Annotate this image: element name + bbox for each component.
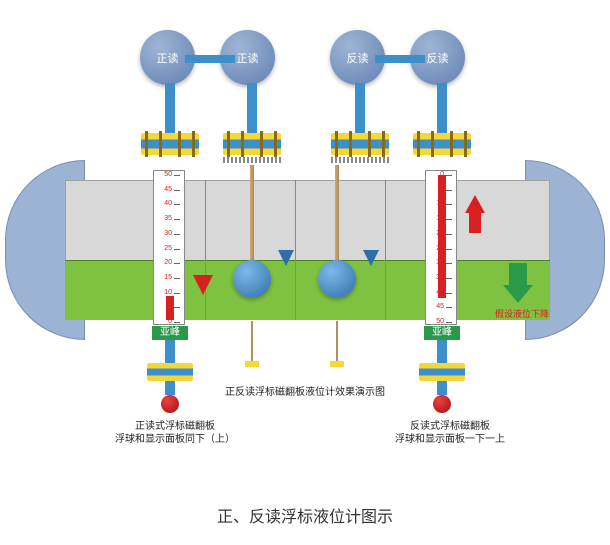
knob-connector <box>375 55 425 63</box>
rod-cap <box>330 361 344 367</box>
arrow-down-blue-icon <box>278 250 294 266</box>
flange <box>413 133 471 155</box>
pipe <box>165 381 175 395</box>
arrow-down-red-icon <box>193 275 213 295</box>
flange <box>147 363 193 381</box>
rod-tail <box>336 321 338 363</box>
flange <box>331 133 389 155</box>
arrow-down-green-icon <box>503 263 533 303</box>
hatch <box>223 157 281 163</box>
valve-icon <box>433 395 451 413</box>
float-rod <box>335 165 339 270</box>
level-gauge-diagram: 正读正读反读反读 50454035302520151050亚峰 05101520… <box>5 5 605 475</box>
pipe <box>247 83 257 135</box>
float-ball <box>318 260 356 298</box>
knob-connector <box>185 55 235 63</box>
flange <box>141 133 199 155</box>
main-title: 正、反读浮标液位计图示 <box>0 503 610 527</box>
rod-cap <box>245 361 259 367</box>
gauge-brand-label: 亚峰 <box>424 326 460 340</box>
caption-line: 浮球和显示面板同下（上） <box>115 433 235 446</box>
gauge-left: 50454035302520151050亚峰 <box>153 170 185 325</box>
float-rod <box>250 165 254 270</box>
divider <box>205 180 206 320</box>
caption-left: 正读式浮标磁翻板 浮球和显示面板同下（上） <box>115 420 235 446</box>
caption-line: 反读式浮标磁翻板 <box>385 420 515 433</box>
liquid-level <box>65 260 550 320</box>
hatch <box>331 157 389 163</box>
divider <box>295 180 296 320</box>
divider <box>385 180 386 320</box>
pipe <box>437 83 447 135</box>
pipe <box>437 340 447 365</box>
pipe <box>165 83 175 135</box>
flange <box>223 133 281 155</box>
caption-line: 正读式浮标磁翻板 <box>115 420 235 433</box>
pipe <box>355 83 365 135</box>
gauge-brand-label: 亚峰 <box>152 326 188 340</box>
float-ball <box>233 260 271 298</box>
liquid-drop-label: 假设液位下降 <box>495 307 549 320</box>
rod-tail <box>251 321 253 363</box>
pipe <box>165 340 175 365</box>
arrow-down-blue-icon <box>363 250 379 266</box>
valve-icon <box>161 395 179 413</box>
caption-line: 浮球和显示面板一下一上 <box>385 433 515 446</box>
pipe <box>437 381 447 395</box>
caption-right: 反读式浮标磁翻板 浮球和显示面板一下一上 <box>385 420 515 446</box>
subtitle: 正反读浮标磁翻板液位计效果演示图 <box>205 383 405 398</box>
flange <box>419 363 465 381</box>
gauge-right: 05101520253035404550亚峰 <box>425 170 457 325</box>
